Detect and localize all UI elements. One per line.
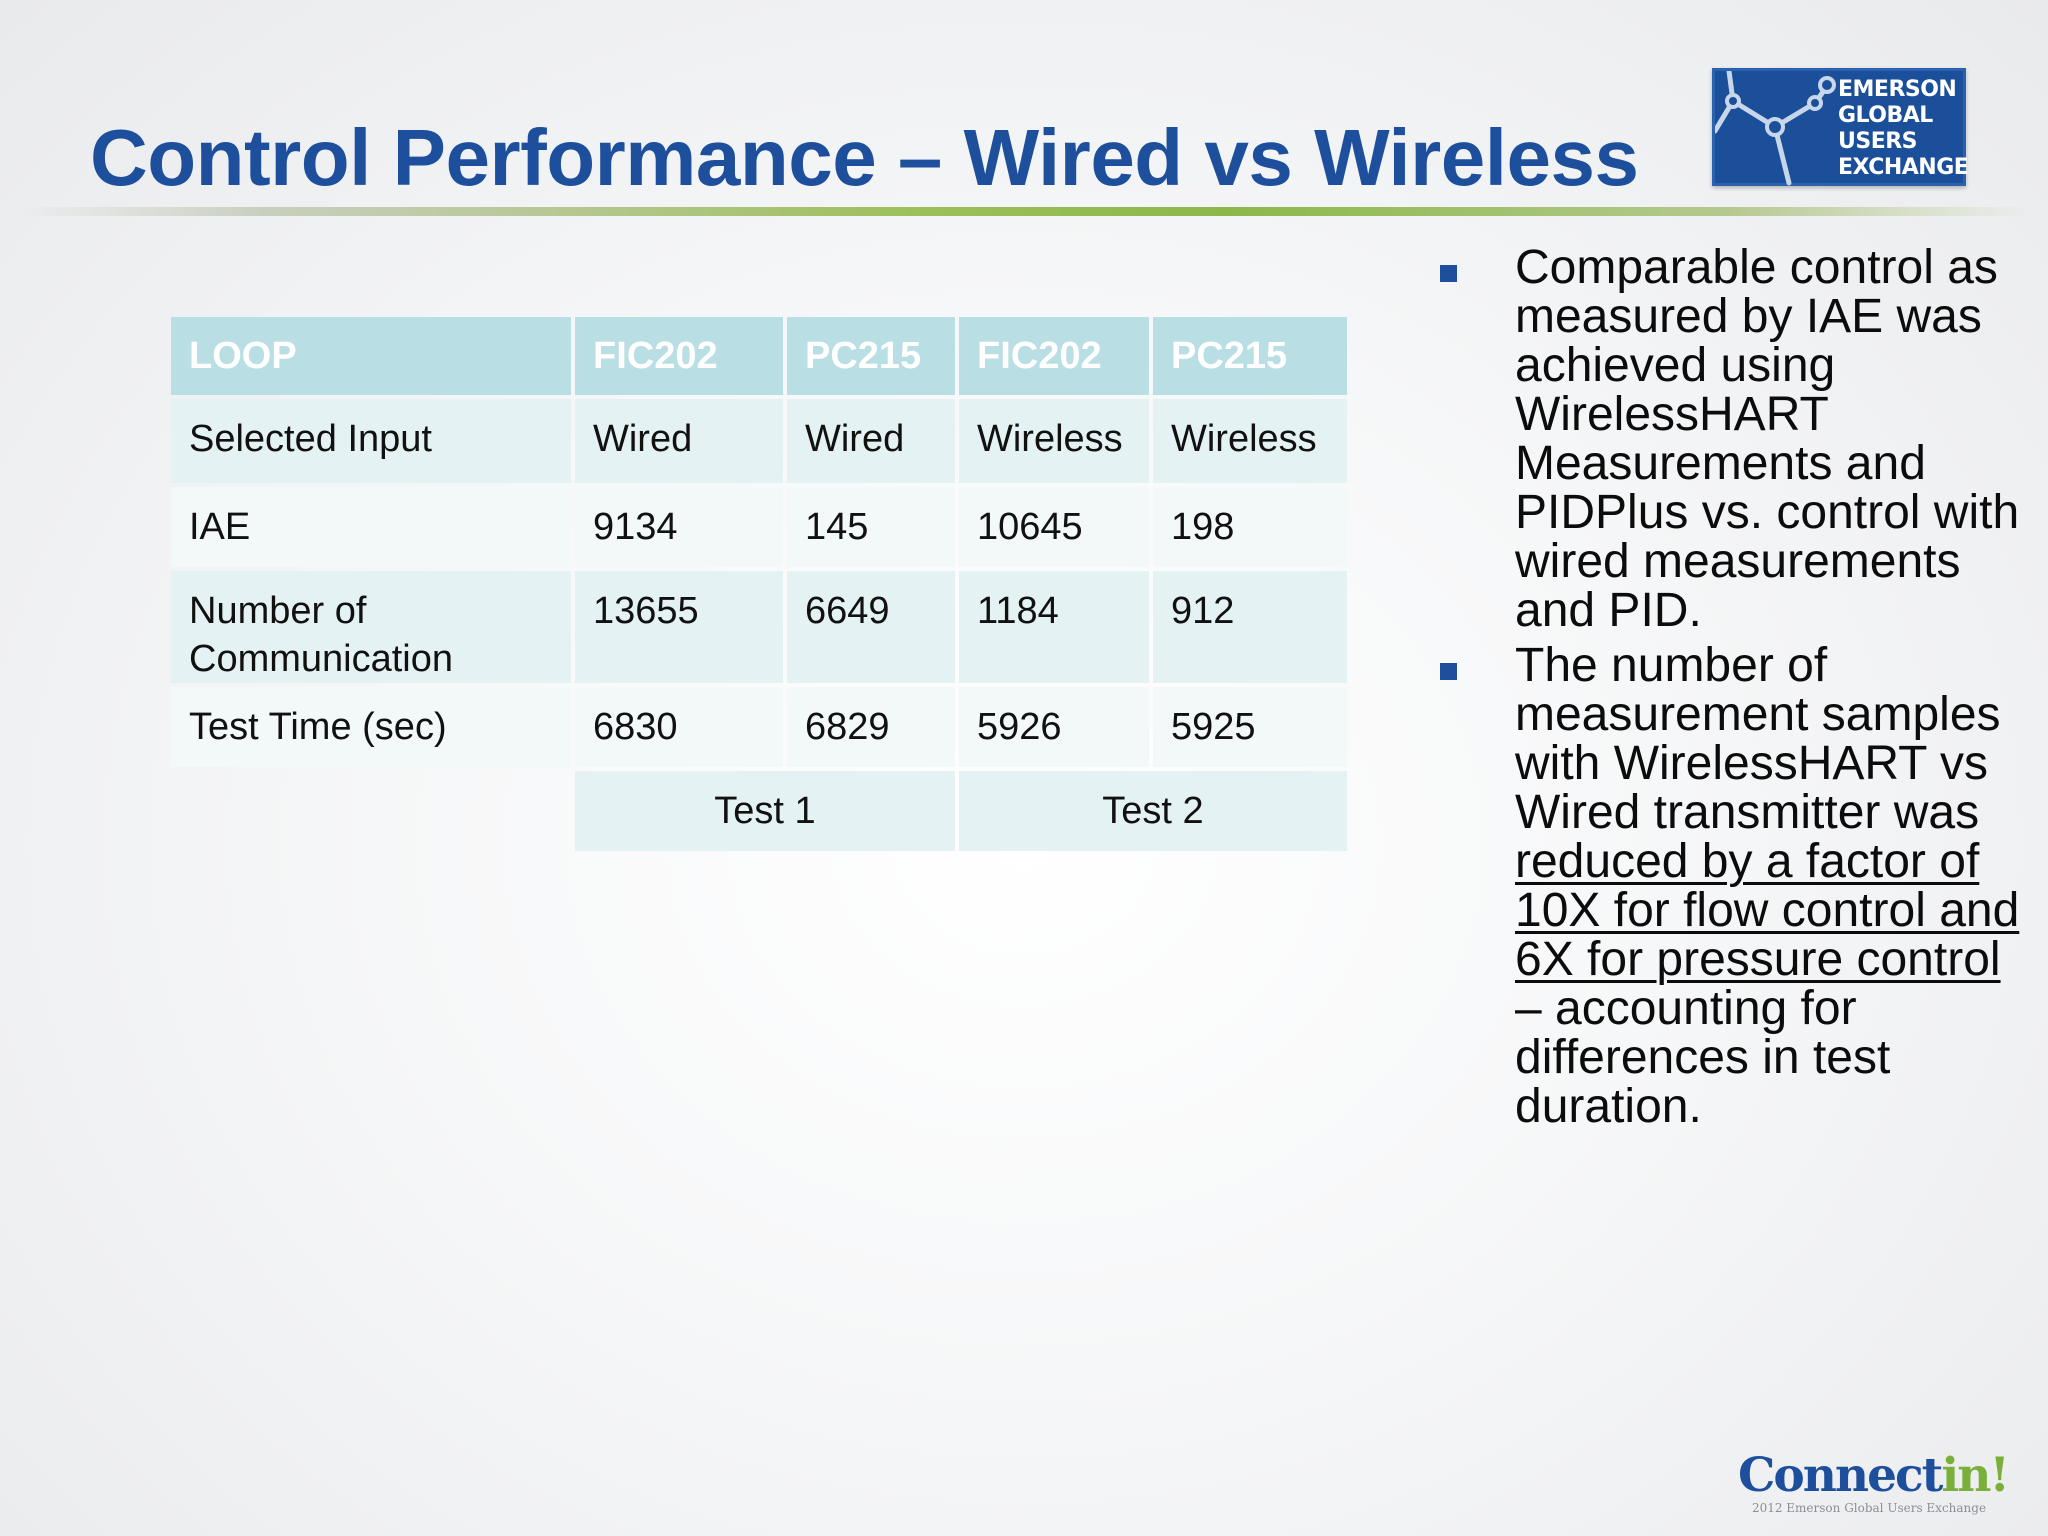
table-cell: 145 [787, 487, 955, 567]
table-cell: Wired [575, 399, 783, 483]
emerson-global-users-exchange-logo: EMERSON GLOBAL USERS EXCHANGE [1712, 68, 1969, 186]
bullet-item: The number of measurement samples with W… [1438, 641, 2038, 1131]
brand-subtitle: 2012 Emerson Global Users Exchange [1751, 1501, 1987, 1515]
table-cell: 6649 [787, 571, 955, 683]
network-graphic-icon [1715, 71, 1836, 186]
table-cell: Wired [787, 399, 955, 483]
performance-table: LOOP FIC202 PC215 FIC202 PC215 Selected … [167, 313, 1351, 855]
table-cell: 6829 [787, 687, 955, 767]
square-bullet-icon [1440, 663, 1457, 680]
bullet-item: Comparable control as measured by IAE wa… [1438, 243, 2038, 635]
slide-title: Control Performance – Wired vs Wireless [90, 113, 1639, 202]
logo-line-emerson: EMERSON [1838, 77, 1957, 102]
table-row: Selected Input Wired Wired Wireless Wire… [171, 399, 1347, 483]
header-cell: FIC202 [959, 317, 1149, 395]
logo-line-global: GLOBAL [1838, 103, 1933, 128]
table-cell: 10645 [959, 487, 1149, 567]
logo-line-users: USERS [1838, 129, 1918, 154]
table-cell: 1184 [959, 571, 1149, 683]
row-label-line: Communication [189, 638, 453, 680]
table-cell: 5925 [1153, 687, 1347, 767]
table-cell: 13655 [575, 571, 783, 683]
row-label: Number of Communication [171, 571, 571, 683]
connect-in-wordmark: Connectin! [1738, 1448, 2010, 1503]
square-bullet-icon [1440, 265, 1457, 282]
table-header-row: LOOP FIC202 PC215 FIC202 PC215 [171, 317, 1347, 395]
bullet-text-underlined: reduced by a factor of 10X for flow cont… [1515, 835, 2020, 986]
bullet-text: – accounting for differences in test dur… [1515, 982, 1891, 1133]
row-label: Selected Input [171, 399, 571, 483]
table-cell: Wireless [959, 399, 1149, 483]
header-cell: PC215 [1153, 317, 1347, 395]
bullet-text: The number of measurement samples with W… [1515, 639, 2001, 839]
table-row: Number of Communication 13655 6649 1184 … [171, 571, 1347, 683]
blank-cell [171, 771, 571, 851]
table-cell: 198 [1153, 487, 1347, 567]
bullet-text: Comparable control as measured by IAE wa… [1515, 241, 2020, 637]
row-label: IAE [171, 487, 571, 567]
brand-accent: in! [1941, 1448, 2010, 1503]
connect-in-logo: Connectin! 2012 Emerson Global Users Exc… [1738, 1448, 2010, 1515]
bullet-list: Comparable control as measured by IAE wa… [1438, 243, 2038, 1137]
table-cell: 9134 [575, 487, 783, 567]
test-group-row: Test 1 Test 2 [171, 771, 1347, 851]
table-row: Test Time (sec) 6830 6829 5926 5925 [171, 687, 1347, 767]
header-cell: PC215 [787, 317, 955, 395]
row-label-line: Number of [189, 590, 367, 632]
table-row: IAE 9134 145 10645 198 [171, 487, 1347, 567]
table-cell: Wireless [1153, 399, 1347, 483]
header-cell: FIC202 [575, 317, 783, 395]
test-group-label: Test 1 [575, 771, 955, 851]
test-group-label: Test 2 [959, 771, 1347, 851]
table-cell: 5926 [959, 687, 1149, 767]
row-label: Test Time (sec) [171, 687, 571, 767]
title-divider [20, 207, 2030, 216]
logo-line-exchange: EXCHANGE [1838, 155, 1969, 180]
table-cell: 912 [1153, 571, 1347, 683]
brand-main: Connect [1738, 1448, 1943, 1503]
table-cell: 6830 [575, 687, 783, 767]
header-cell-loop: LOOP [171, 317, 571, 395]
